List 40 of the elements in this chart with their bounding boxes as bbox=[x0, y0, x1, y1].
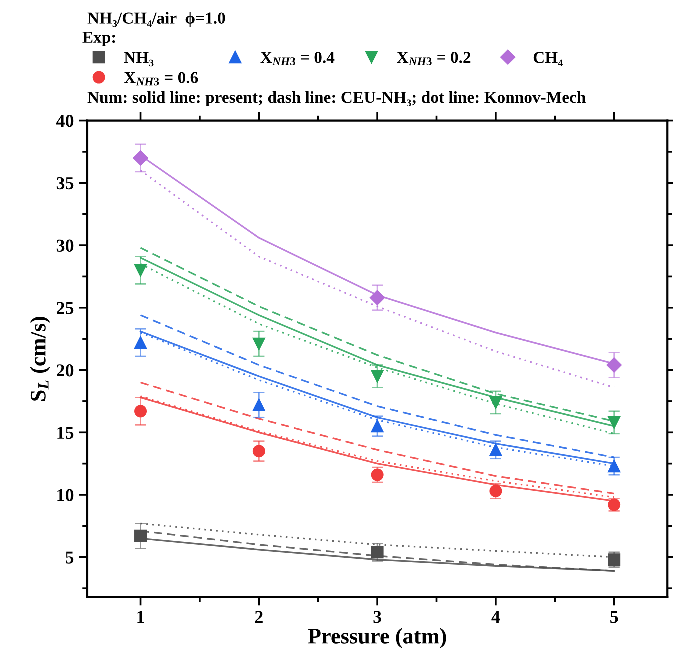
text: Num: solid line: present; dash line: CEU-NH₃; dot line: Konnov-Mech bbox=[88, 91, 586, 107]
x-tick-label: 4 bbox=[492, 611, 500, 624]
point bbox=[252, 445, 266, 458]
y-axis-title: S$_{L}$ (cm/s) bbox=[30, 317, 50, 401]
x-tick-label: 1 bbox=[138, 611, 144, 624]
point bbox=[134, 336, 148, 350]
point bbox=[490, 444, 502, 456]
y-tick-label: 20 bbox=[57, 364, 74, 377]
y-tick-label: 10 bbox=[58, 489, 74, 502]
legend-label: X$_{NH3}$ = 0.4 bbox=[260, 52, 335, 66]
point bbox=[606, 358, 622, 373]
point bbox=[252, 338, 266, 350]
y-tick-label: 35 bbox=[56, 177, 74, 190]
point bbox=[134, 405, 148, 418]
point bbox=[370, 290, 386, 306]
point bbox=[371, 546, 384, 559]
legend-title: Exp: bbox=[82, 32, 116, 46]
legend-label: NH₃ bbox=[124, 52, 154, 67]
point bbox=[371, 370, 384, 383]
point bbox=[134, 264, 148, 277]
y-tick-label: 15 bbox=[58, 426, 74, 440]
x-tick-label: 2 bbox=[255, 611, 263, 624]
point bbox=[252, 398, 266, 412]
legend-label: X$_{NH3}$ = 0.2 bbox=[397, 52, 471, 66]
point bbox=[608, 416, 621, 429]
point bbox=[134, 530, 148, 542]
y-tick-label: 30 bbox=[56, 240, 74, 252]
legend-label: CH₄ bbox=[534, 52, 563, 66]
chart-title: NH₃/CH₄/air ϕ=1.0 bbox=[88, 12, 226, 28]
y-tick-label: 40 bbox=[56, 115, 74, 128]
legend-label: X$_{NH3}$ = 0.6 bbox=[124, 72, 198, 86]
x-tick-label: 3 bbox=[374, 611, 382, 624]
point bbox=[490, 396, 502, 409]
point bbox=[371, 420, 384, 433]
x-axis-title: Pressure (atm) bbox=[308, 628, 446, 648]
point bbox=[133, 150, 148, 166]
y-tick-label: 25 bbox=[57, 302, 74, 314]
x-tick-label: 5 bbox=[610, 611, 618, 624]
y-tick-label: 5 bbox=[66, 552, 74, 564]
point bbox=[608, 460, 621, 473]
